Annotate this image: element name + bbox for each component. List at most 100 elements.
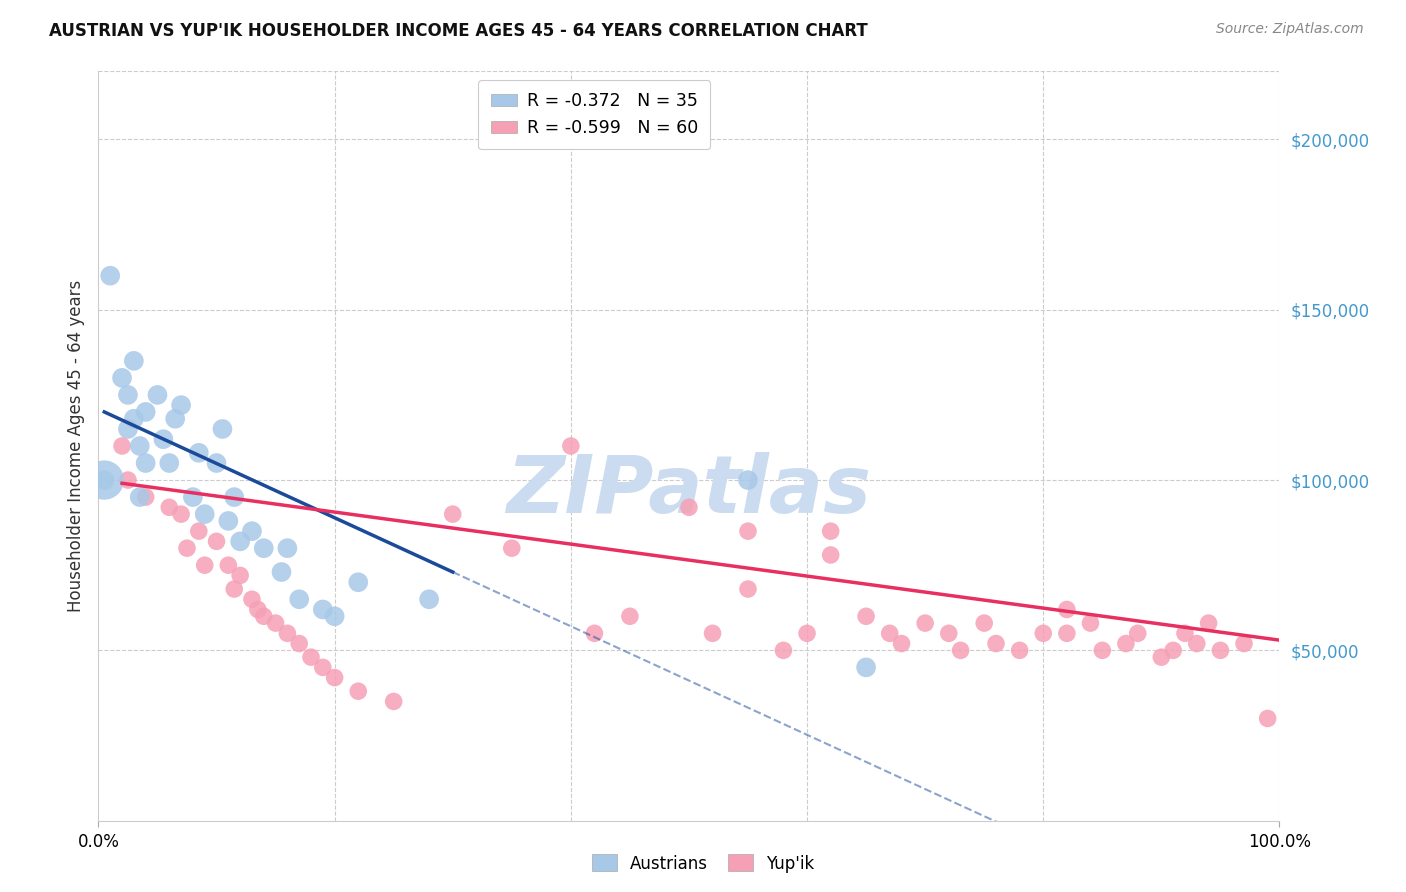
Point [1150, 650, 1173, 665]
Point [973, 616, 995, 631]
Point [211, 422, 233, 436]
Point [157, 456, 180, 470]
Point [135, 405, 157, 419]
Point [264, 616, 287, 631]
Point [246, 602, 269, 616]
Point [288, 636, 311, 650]
Point [270, 565, 292, 579]
Point [619, 609, 641, 624]
Point [146, 388, 169, 402]
Point [93, 473, 115, 487]
Point [194, 558, 217, 573]
Point [205, 456, 228, 470]
Point [1091, 643, 1114, 657]
Legend: R = -0.372   N = 35, R = -0.599   N = 60: R = -0.372 N = 35, R = -0.599 N = 60 [478, 80, 710, 149]
Point [135, 456, 157, 470]
Point [312, 602, 335, 616]
Point [240, 592, 263, 607]
Point [288, 592, 311, 607]
Point [117, 422, 139, 436]
Point [1161, 643, 1184, 657]
Point [583, 626, 606, 640]
Point [111, 439, 134, 453]
Point [501, 541, 523, 556]
Point [678, 500, 700, 515]
Point [217, 558, 239, 573]
Point [229, 568, 252, 582]
Point [1008, 643, 1031, 657]
Point [949, 643, 972, 657]
Point [122, 354, 145, 368]
Point [1233, 636, 1256, 650]
Point [737, 524, 759, 538]
Point [1257, 711, 1279, 725]
Point [224, 582, 246, 596]
Text: Source: ZipAtlas.com: Source: ZipAtlas.com [1216, 22, 1364, 37]
Point [253, 541, 276, 556]
Y-axis label: Householder Income Ages 45 - 64 years: Householder Income Ages 45 - 64 years [66, 280, 84, 612]
Legend: Austrians, Yup'ik: Austrians, Yup'ik [585, 847, 821, 880]
Point [1080, 616, 1102, 631]
Point [820, 524, 842, 538]
Point [938, 626, 960, 640]
Point [229, 534, 252, 549]
Point [890, 636, 912, 650]
Point [128, 490, 150, 504]
Point [170, 507, 193, 521]
Point [323, 671, 346, 685]
Point [117, 473, 139, 487]
Text: ZIPatlas: ZIPatlas [506, 452, 872, 530]
Point [111, 371, 134, 385]
Point [128, 439, 150, 453]
Point [1209, 643, 1232, 657]
Point [122, 411, 145, 425]
Text: AUSTRIAN VS YUP'IK HOUSEHOLDER INCOME AGES 45 - 64 YEARS CORRELATION CHART: AUSTRIAN VS YUP'IK HOUSEHOLDER INCOME AG… [49, 22, 868, 40]
Point [224, 490, 246, 504]
Point [194, 507, 217, 521]
Point [984, 636, 1007, 650]
Point [170, 398, 193, 412]
Point [855, 660, 877, 674]
Point [737, 582, 759, 596]
Point [217, 514, 239, 528]
Point [276, 541, 298, 556]
Point [1185, 636, 1208, 650]
Point [1115, 636, 1137, 650]
Point [1056, 602, 1078, 616]
Point [152, 432, 174, 446]
Point [702, 626, 724, 640]
Point [253, 609, 276, 624]
Point [418, 592, 440, 607]
Point [1174, 626, 1197, 640]
Point [1032, 626, 1054, 640]
Point [187, 446, 209, 460]
Point [135, 490, 157, 504]
Point [205, 534, 228, 549]
Point [382, 694, 405, 708]
Point [796, 626, 818, 640]
Point [560, 439, 582, 453]
Point [855, 609, 877, 624]
Point [276, 626, 298, 640]
Point [165, 411, 187, 425]
Point [299, 650, 322, 665]
Point [157, 500, 180, 515]
Point [1126, 626, 1149, 640]
Point [772, 643, 794, 657]
Point [347, 684, 370, 698]
Point [323, 609, 346, 624]
Point [441, 507, 464, 521]
Point [820, 548, 842, 562]
Point [312, 660, 335, 674]
Point [347, 575, 370, 590]
Point [879, 626, 901, 640]
Point [914, 616, 936, 631]
Point [181, 490, 204, 504]
Point [737, 473, 759, 487]
Point [1056, 626, 1078, 640]
Point [117, 388, 139, 402]
Point [1198, 616, 1220, 631]
Point [240, 524, 263, 538]
Point [187, 524, 209, 538]
Point [176, 541, 198, 556]
